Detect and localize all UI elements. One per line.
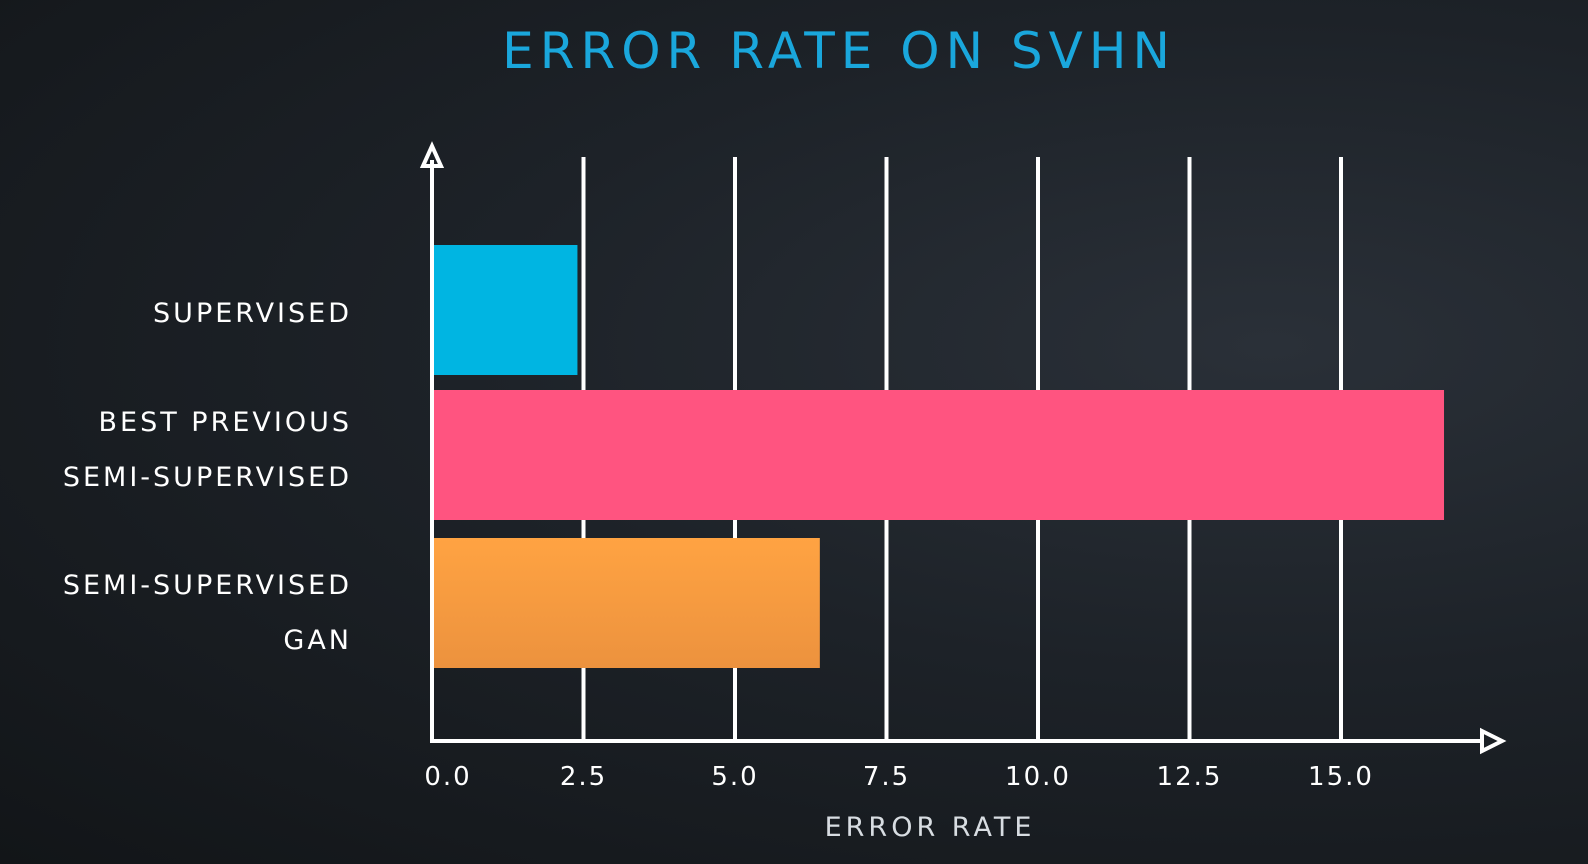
x-tick-label-6: 15.0 <box>1308 762 1374 792</box>
bar-0 <box>434 245 578 375</box>
chart-title: ERROR RATE ON SVHN <box>502 22 1176 80</box>
x-tick-label-5: 12.5 <box>1157 762 1223 792</box>
category-label-2-line-1: GAN <box>283 625 352 656</box>
x-tick-label-2: 5.0 <box>711 762 758 792</box>
bar-2 <box>434 538 820 668</box>
y-axis-arrow <box>419 141 445 168</box>
category-label-1-line-1: SEMI-SUPERVISED <box>63 462 352 493</box>
x-tick-label-1: 2.5 <box>560 762 607 792</box>
x-axis-label: ERROR RATE <box>825 812 1036 843</box>
x-axis-arrow <box>1480 727 1507 755</box>
category-label-2-line-0: SEMI-SUPERVISED <box>63 570 352 601</box>
x-tick-label-3: 7.5 <box>863 762 910 792</box>
x-tick-label-0: 0.0 <box>424 762 471 792</box>
category-label-0-line-0: SUPERVISED <box>153 298 352 329</box>
x-tick-label-4: 10.0 <box>1005 762 1071 792</box>
bar-1 <box>434 390 1445 520</box>
category-label-1-line-0: BEST PREVIOUS <box>99 407 352 438</box>
